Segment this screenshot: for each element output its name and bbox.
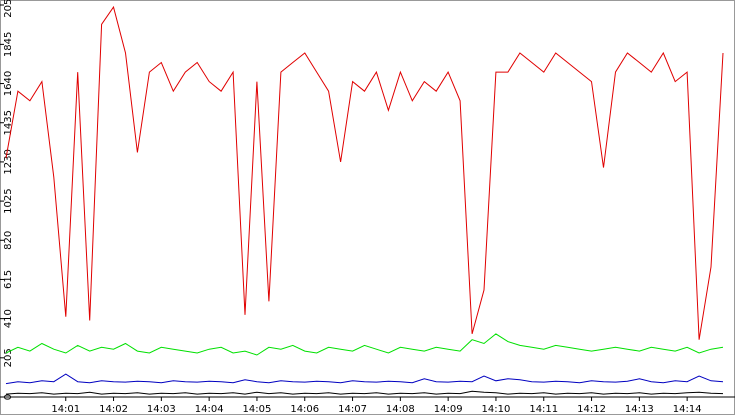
x-tick-label: 14:02: [99, 404, 128, 415]
x-tick-label: 14:04: [195, 404, 224, 415]
x-tick-label: 14:05: [243, 404, 272, 415]
y-tick-label: 615: [3, 270, 14, 289]
x-tick-label: 14:14: [673, 404, 702, 415]
x-tick-label: 14:10: [482, 404, 511, 415]
y-tick-label: 2051: [3, 0, 14, 18]
x-tick-label: 14:06: [290, 404, 319, 415]
y-tick-label: 1230: [3, 149, 14, 174]
y-tick-label: 1845: [3, 32, 14, 57]
x-tick-label: 14:09: [434, 404, 463, 415]
y-tick-label: 1025: [3, 188, 14, 213]
x-tick-label: 14:12: [577, 404, 606, 415]
y-tick-label: 205: [3, 348, 14, 367]
series-line: [5, 390, 724, 395]
y-tick-label: 410: [3, 309, 14, 328]
y-tick-label: 1435: [3, 110, 14, 135]
x-tick-label: 14:08: [386, 404, 415, 415]
x-tick-label: 14:13: [625, 404, 654, 415]
x-tick-label: 14:01: [51, 404, 80, 415]
series-line: [5, 333, 724, 356]
x-tick-label: 14:07: [338, 404, 367, 415]
y-tick-label: 0: [3, 394, 14, 400]
x-tick-label: 14:11: [529, 404, 558, 415]
x-tick-label: 14:03: [147, 404, 176, 415]
series-line: [5, 373, 724, 385]
y-tick-label: 1640: [3, 71, 14, 96]
series-line: [5, 5, 724, 340]
y-tick-label: 820: [3, 231, 14, 250]
